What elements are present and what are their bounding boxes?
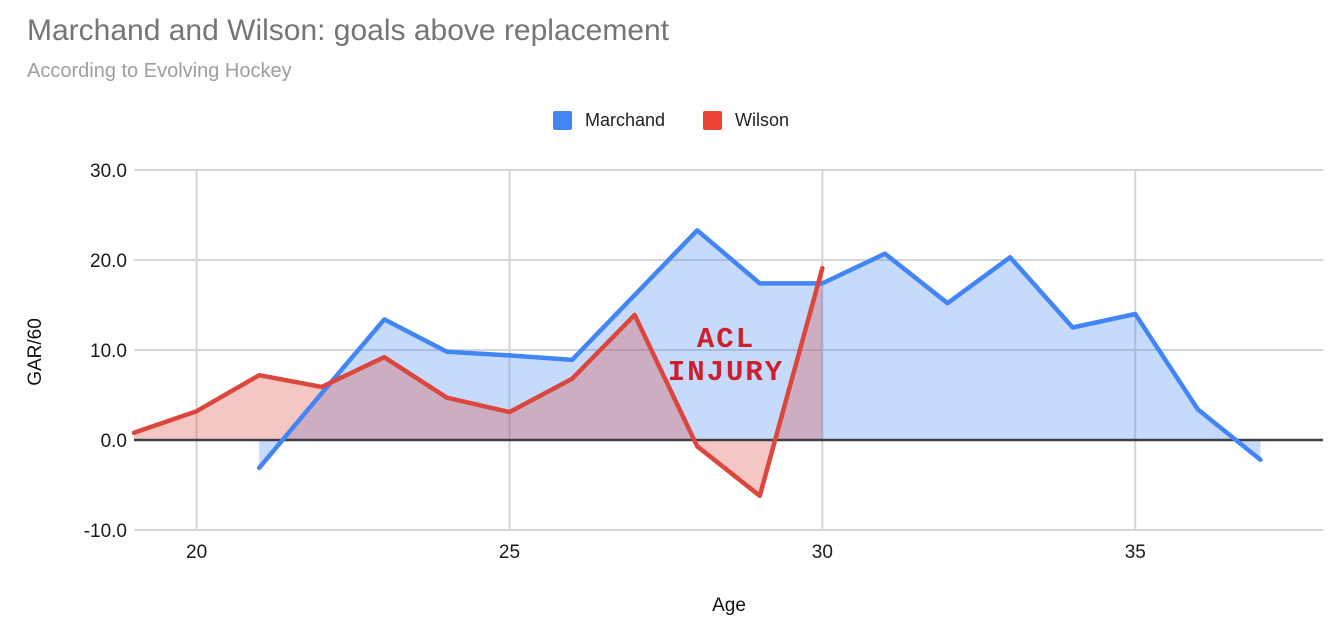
legend: Marchand Wilson: [0, 110, 1342, 131]
legend-item-wilson: Wilson: [703, 110, 789, 131]
annotation-line-1: ACL: [696, 323, 756, 356]
x-axis-title: Age: [712, 595, 746, 616]
y-tick-20.0: 20.0: [90, 251, 127, 272]
x-tick-30: 30: [812, 542, 833, 563]
y-tick-30.0: 30.0: [90, 161, 127, 182]
y-axis-title: GAR/60: [25, 318, 46, 386]
wilson-line: [131, 265, 825, 499]
y-tick--10.0: -10.0: [84, 521, 127, 542]
wilson-swatch-icon: [703, 111, 723, 130]
x-tick-20: 20: [186, 542, 207, 563]
acl-injury-annotation: ACL INJURY: [668, 323, 784, 389]
chart-title: Marchand and Wilson: goals above replace…: [27, 14, 670, 47]
x-tick-35: 35: [1125, 542, 1146, 563]
annotation-line-2: INJURY: [667, 356, 785, 389]
y-tick-0.0: 0.0: [101, 431, 127, 452]
legend-label-marchand: Marchand: [584, 110, 666, 130]
chart-subtitle: According to Evolving Hockey: [27, 60, 292, 82]
marchand-swatch-icon: [552, 111, 572, 130]
marchand-area: [259, 230, 1261, 468]
x-tick-25: 25: [499, 542, 520, 563]
legend-label-wilson: Wilson: [735, 110, 790, 130]
marchand-line: [256, 228, 1263, 471]
y-tick-10.0: 10.0: [90, 341, 127, 362]
legend-item-marchand: Marchand: [552, 110, 666, 131]
